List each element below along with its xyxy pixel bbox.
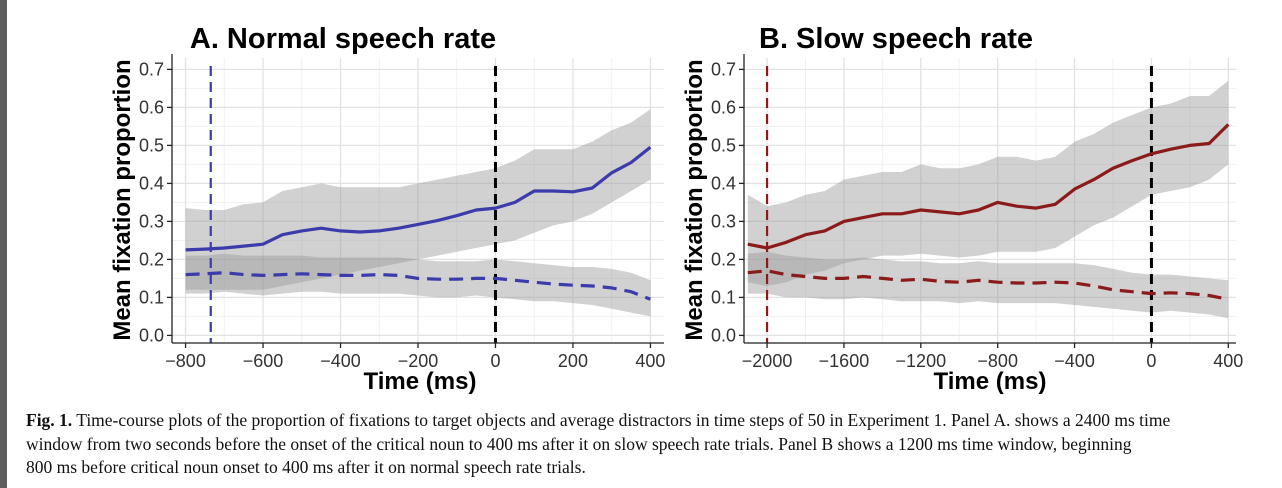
panel-b-series-target	[747, 123, 1230, 250]
figure-caption: Fig. 1. Time-course plots of the proport…	[26, 409, 1282, 480]
panel-a-ci-band-target	[185, 109, 651, 290]
panel-a-series-distractor	[185, 271, 651, 301]
panel-a-x-tick-label: 0	[490, 351, 500, 371]
caption-line-2: window from two seconds before the onset…	[26, 433, 1132, 454]
panel-b-x-tick-label: −2000	[742, 351, 793, 371]
panel-a-y-tick-label: 0.2	[139, 249, 164, 269]
panel-a-ci-band-distractor	[185, 253, 651, 317]
panel-b-title: B. Slow speech rate	[759, 23, 1033, 55]
caption-line-1: Fig. 1. Time-course plots of the proport…	[26, 409, 1282, 433]
panel-a-y-tick-label: 0.4	[139, 173, 164, 193]
panel-b-x-axis-label: Time (ms)	[934, 368, 1047, 395]
page-edge-bar	[0, 0, 7, 488]
panel-b-x-tick-label: −1200	[896, 351, 947, 371]
panel-b-y-tick-label: 0.0	[711, 325, 736, 345]
panel-a-plot-area: −800 −600 −400 −200 0 200 400 0.0 0.1 0.2 0.3 0.4 0.…	[139, 54, 665, 371]
panel-b: B. Slow speech rate Mean fixation propor…	[681, 23, 1243, 395]
panel-b-chart: B. Slow speech rate Mean fixation propor…	[681, 23, 1243, 395]
panel-a-title: A. Normal speech rate	[190, 23, 496, 55]
panel-a-y-tick-label: 0.5	[139, 135, 164, 155]
panel-b-y-tick-label: 0.2	[711, 249, 736, 269]
caption-line-3: 800 ms before critical noun onset to 400…	[26, 457, 586, 477]
panel-b-y-tick-label: 0.5	[711, 135, 736, 155]
panel-a-y-tick-label: 0.1	[139, 287, 164, 307]
panel-a-y-tick-label: 0.3	[139, 211, 164, 231]
panel-b-series-distractor	[747, 269, 1229, 301]
panel-b-y-tick-label: 0.1	[711, 287, 736, 307]
panel-a-y-tick-label: 0.7	[139, 59, 164, 79]
panel-a-chart: A. Normal speech rate Mean fixation prop…	[109, 23, 665, 395]
panel-a-x-tick-label: −200	[398, 351, 439, 371]
panel-b-y-tick-label: 0.4	[711, 173, 736, 193]
panel-b-ci-band-target	[747, 80, 1229, 286]
panel-b-ci-band-distractor	[747, 251, 1229, 319]
panel-a-x-tick-label: −600	[243, 351, 284, 371]
panel-b-y-axis-label: Mean fixation proportion	[681, 59, 708, 340]
panel-a-x-axis-label: Time (ms)	[364, 368, 477, 395]
panel-a-x-tick-label: −800	[165, 351, 206, 371]
panel-b-y-tick-label: 0.6	[711, 97, 736, 117]
panel-b-x-tick-label: 0	[1146, 351, 1156, 371]
panel-a-x-tick-label: 200	[558, 351, 588, 371]
panel-a-y-tick-label: 0.6	[139, 97, 164, 117]
panel-b-plot-area: −2000 −1600 −1200 −800 −400 0 400 0.0 0.1 0.2 0.3 0…	[711, 54, 1243, 371]
panel-a: A. Normal speech rate Mean fixation prop…	[0, 0, 680, 400]
panel-b-y-tick-label: 0.7	[711, 59, 736, 79]
panel-a-y-tick-label: 0.0	[139, 325, 164, 345]
panel-b-x-tick-label: −800	[977, 351, 1018, 371]
caption-lead: Fig. 1.	[26, 410, 73, 430]
panel-a-series-target	[185, 146, 652, 252]
panel-b-y-tick-label: 0.3	[711, 211, 736, 231]
panel-b-x-tick-label: 400	[1213, 351, 1243, 371]
panel-b-x-tick-label: −1600	[819, 351, 870, 371]
panel-b-x-tick-label: −400	[1054, 351, 1095, 371]
panel-a-x-tick-label: −400	[320, 351, 361, 371]
caption-text-1: Time-course plots of the proportion of f…	[72, 410, 1171, 430]
panel-a-y-axis-label: Mean fixation proportion	[109, 59, 136, 340]
panel-a-x-tick-label: 400	[635, 351, 665, 371]
